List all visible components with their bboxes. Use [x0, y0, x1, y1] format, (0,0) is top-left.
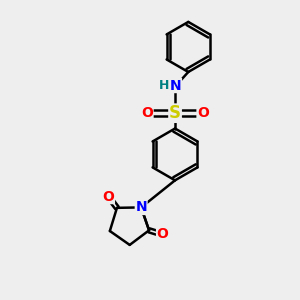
Text: H: H	[159, 79, 169, 92]
Text: S: S	[169, 104, 181, 122]
Text: O: O	[141, 106, 153, 120]
Text: O: O	[157, 227, 169, 242]
Text: N: N	[135, 200, 147, 214]
Text: N: N	[170, 79, 182, 92]
Text: O: O	[103, 190, 114, 204]
Text: O: O	[197, 106, 209, 120]
